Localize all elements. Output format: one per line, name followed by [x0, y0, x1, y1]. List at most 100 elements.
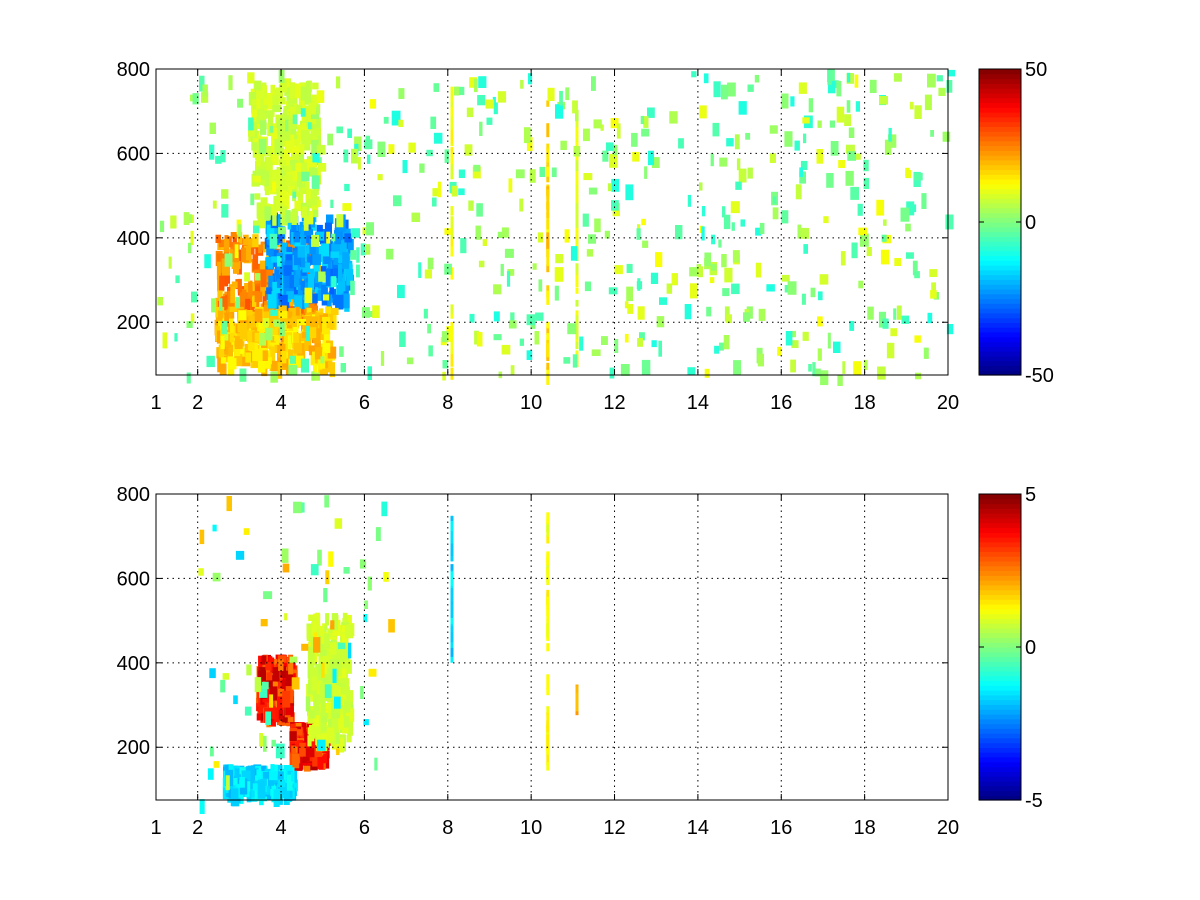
heatmap-cell: [427, 257, 434, 270]
heatmap-cell: [876, 199, 885, 216]
heatmap-cell: [827, 69, 832, 85]
heatmap-cell: [611, 178, 620, 192]
heatmap-cell: [233, 258, 240, 274]
heatmap-cell: [211, 298, 216, 313]
heatmap-cell: [819, 274, 829, 285]
heatmap-cell: [690, 283, 698, 299]
heatmap-cell: [283, 105, 288, 116]
heatmap-cell: [620, 364, 630, 376]
heatmap-cell: [343, 567, 350, 574]
heatmap-cell: [277, 676, 283, 689]
heatmap-cell: [263, 95, 272, 105]
heatmap-cell: [473, 164, 481, 172]
colorbar-swatch: [979, 694, 1021, 701]
heatmap-cell: [801, 293, 806, 305]
x-tick-label: 16: [770, 392, 792, 414]
heatmap-cell: [302, 745, 310, 762]
heatmap-cell: [310, 129, 318, 145]
heatmap-cell: [307, 650, 315, 669]
heatmap-cell: [573, 145, 581, 157]
heatmap-cell: [609, 367, 615, 379]
heatmap-cell: [280, 261, 289, 268]
heatmap-cell: [288, 359, 296, 371]
heatmap-cell: [313, 210, 319, 218]
heatmap-cell: [364, 139, 373, 150]
colorbar-swatch: [979, 284, 1021, 290]
heatmap-cell: [256, 88, 263, 99]
heatmap-cell: [220, 335, 225, 350]
heatmap-cell: [666, 283, 673, 294]
heatmap-cell: [812, 362, 816, 377]
heatmap-cell: [734, 134, 740, 150]
heatmap-cell: [291, 146, 300, 154]
colorbar-swatch: [979, 580, 1021, 586]
heatmap-cell: [433, 83, 440, 92]
heatmap-cell: [784, 285, 790, 293]
colorbar-swatch: [979, 97, 1021, 104]
colorbar-swatch: [979, 776, 1021, 782]
heatmap-cell: [256, 151, 261, 166]
heatmap-cell: [306, 629, 312, 641]
heatmap-cell: [905, 223, 911, 232]
heatmap-cell: [388, 144, 395, 154]
heatmap-cell: [264, 156, 273, 175]
heatmap-cell: [575, 166, 579, 186]
heatmap-cell: [322, 343, 331, 353]
heatmap-cell: [262, 772, 271, 779]
heatmap-cell: [338, 694, 346, 707]
heatmap-cell: [398, 88, 405, 99]
heatmap-cell: [921, 193, 927, 209]
heatmap-cell: [324, 633, 330, 650]
heatmap-cell: [419, 163, 425, 173]
heatmap-cell: [252, 234, 259, 248]
y-tick-label: 600: [117, 568, 150, 590]
heatmap-cell: [269, 694, 274, 708]
heatmap-cell: [476, 332, 483, 347]
heatmap-cell: [800, 227, 810, 239]
heatmap-cell: [432, 197, 437, 207]
heatmap-cell: [329, 659, 338, 669]
heatmap-cell: [278, 227, 287, 235]
heatmap-cell: [280, 350, 287, 364]
heatmap-cell: [237, 249, 243, 261]
colorbar-swatch: [979, 556, 1021, 562]
heatmap-cell: [520, 79, 524, 89]
heatmap-cell: [377, 174, 383, 181]
colorbar-swatch: [979, 546, 1021, 552]
heatmap-cell: [383, 572, 389, 582]
heatmap-cell: [249, 240, 255, 255]
heatmap-cell: [848, 127, 855, 138]
heatmap-cell: [325, 268, 331, 287]
y-tick-label: 200: [117, 737, 150, 759]
heatmap-cell: [640, 115, 644, 125]
colorbar-swatch: [979, 690, 1021, 696]
heatmap-cell: [311, 621, 317, 636]
heatmap-cell: [799, 167, 803, 177]
heatmap-cell: [588, 234, 596, 244]
heatmap-cell: [546, 123, 550, 138]
heatmap-cell: [493, 334, 502, 341]
heatmap-cell: [546, 326, 550, 335]
heatmap-cell: [755, 227, 762, 236]
heatmap-cell: [602, 150, 609, 162]
heatmap-cell: [474, 330, 479, 345]
colorbar-tick-label: 5: [1025, 484, 1036, 506]
heatmap-cell: [704, 252, 711, 266]
heatmap-cell: [721, 84, 728, 100]
heatmap-cell: [426, 149, 433, 157]
heatmap-cell: [235, 550, 245, 560]
heatmap-cell: [304, 231, 312, 244]
heatmap-cell: [946, 324, 954, 335]
heatmap-cell: [757, 353, 764, 367]
heatmap-cell: [335, 732, 340, 744]
heatmap-cell: [906, 201, 915, 216]
heatmap-cell: [575, 237, 579, 249]
heatmap-cell: [286, 774, 293, 791]
heatmap-cell: [295, 315, 302, 326]
x-tick-label: 18: [854, 817, 876, 839]
heatmap-cell: [199, 529, 205, 545]
heatmap-cell: [450, 206, 454, 216]
heatmap-cell: [650, 272, 659, 284]
heatmap-cell: [299, 144, 305, 155]
heatmap-cell: [220, 150, 226, 163]
